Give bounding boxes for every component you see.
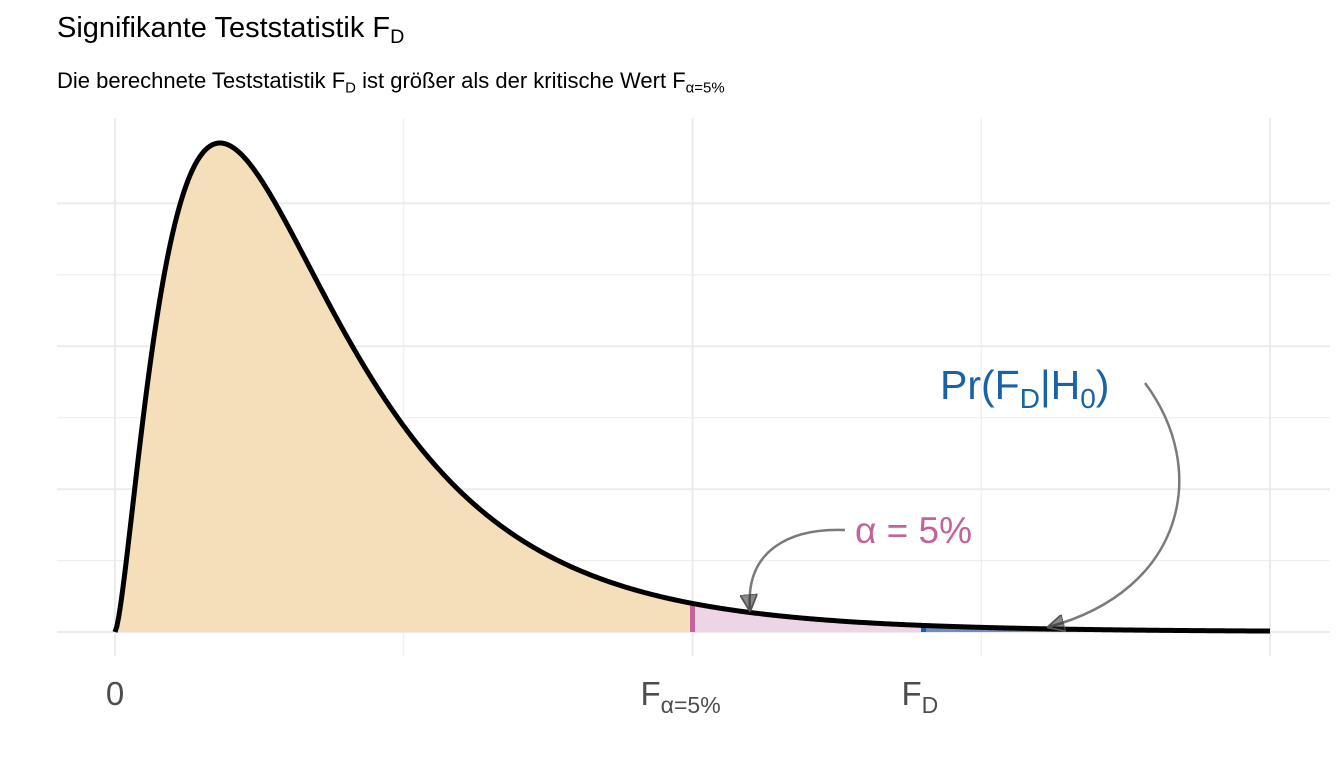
p-value-label: Pr(FD|H0) <box>940 362 1109 414</box>
annotation-labels: α = 5% Pr(FD|H0) <box>855 362 1109 551</box>
alpha-label: α = 5% <box>855 510 972 551</box>
x-tick-label: FD <box>902 675 939 718</box>
region-body <box>115 143 693 632</box>
x-tick-label: Fα=5% <box>641 675 721 718</box>
x-tick-label: 0 <box>106 675 124 712</box>
alpha-annotation-arrow <box>750 528 846 610</box>
chart-subtitle: Die berechnete Teststatistik FD ist größ… <box>57 68 725 97</box>
density-curve-layer <box>112 140 1271 634</box>
p-value-annotation-arrow <box>1049 382 1181 627</box>
chart-title: Signifikante Teststatistik FD <box>57 12 405 48</box>
x-tick-labels: 0 Fα=5% FD <box>106 675 938 718</box>
annotation-arrows <box>750 382 1181 627</box>
density-curve <box>112 140 1271 634</box>
